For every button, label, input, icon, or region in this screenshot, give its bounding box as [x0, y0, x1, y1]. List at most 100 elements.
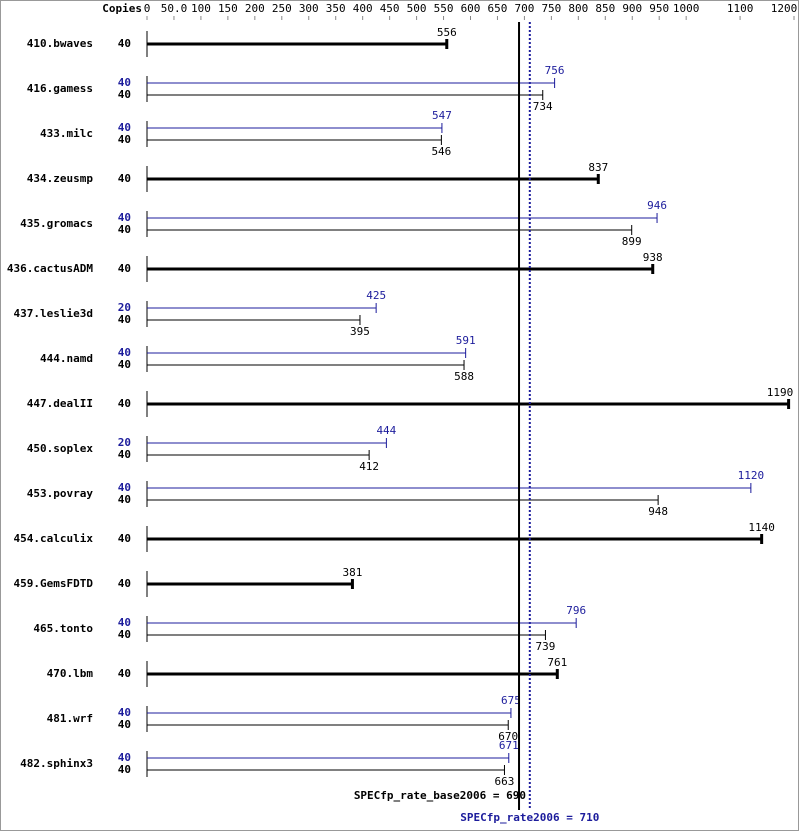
copies-label: 40 — [118, 121, 131, 134]
reference-label: SPECfp_rate_base2006 = 690 — [354, 789, 526, 802]
category-label: 444.namd — [40, 352, 93, 365]
category-label: 454.calculix — [14, 532, 94, 545]
copies-label: 40 — [118, 577, 131, 590]
x-tick-label: 1100 — [727, 2, 754, 15]
category-label: 416.gamess — [27, 82, 93, 95]
value-label: 946 — [647, 199, 667, 212]
category-label: 465.tonto — [33, 622, 93, 635]
x-tick-label: 800 — [568, 2, 588, 15]
bar — [147, 450, 370, 460]
bar — [147, 765, 505, 775]
value-label: 663 — [495, 775, 515, 788]
value-label: 381 — [342, 566, 362, 579]
copies-label: 40 — [118, 493, 131, 506]
reference-label-text: SPECfp_rate2006 = — [460, 811, 573, 824]
value-label: 899 — [622, 235, 642, 248]
copies-label: 40 — [118, 346, 131, 359]
value-label: 588 — [454, 370, 474, 383]
value-label: 1120 — [738, 469, 765, 482]
x-tick-label: 900 — [622, 2, 642, 15]
category-label: 434.zeusmp — [27, 172, 94, 185]
reference-label-text: SPECfp_rate_base2006 = — [354, 789, 500, 802]
category-label: 482.sphinx3 — [20, 757, 93, 770]
category-label: 433.milc — [40, 127, 93, 140]
bar — [147, 174, 600, 184]
copies-label: 40 — [118, 751, 131, 764]
x-tick-label: 600 — [461, 2, 481, 15]
copies-label: 40 — [118, 358, 131, 371]
copies-label: 40 — [118, 532, 131, 545]
x-tick-label: 0 — [144, 2, 151, 15]
bar — [147, 399, 791, 409]
value-label: 837 — [588, 161, 608, 174]
category-label: 470.lbm — [47, 667, 94, 680]
bar — [147, 39, 449, 49]
copies-label: 40 — [118, 628, 131, 641]
x-tick-label: 400 — [353, 2, 373, 15]
value-label: 948 — [648, 505, 668, 518]
copies-label: 40 — [118, 37, 131, 50]
bar — [147, 720, 509, 730]
x-tick-label: 1000 — [673, 2, 700, 15]
bar — [147, 483, 752, 493]
bar — [147, 78, 556, 88]
value-label: 671 — [499, 739, 519, 752]
bar — [147, 495, 659, 505]
bar — [147, 315, 361, 325]
category-label: 437.leslie3d — [14, 307, 93, 320]
reference-label-value: 690 — [506, 789, 526, 802]
value-label: 547 — [432, 109, 452, 122]
value-label: 670 — [498, 730, 518, 743]
bar — [147, 348, 467, 358]
copies-label: 40 — [118, 706, 131, 719]
value-label: 1190 — [767, 386, 794, 399]
copies-label: 20 — [118, 301, 131, 314]
copies-label: 40 — [118, 172, 131, 185]
x-tick-label: 150 — [218, 2, 238, 15]
value-label: 556 — [437, 26, 457, 39]
bar — [147, 123, 443, 133]
x-tick-label: 550 — [434, 2, 454, 15]
bar — [147, 753, 510, 763]
x-tick-label: 250 — [272, 2, 292, 15]
value-label: 425 — [366, 289, 386, 302]
x-tick-label: 650 — [488, 2, 508, 15]
bar — [147, 534, 764, 544]
category-label: 459.GemsFDTD — [14, 577, 94, 590]
x-tick-label: 100 — [191, 2, 211, 15]
category-label: 436.cactusADM — [7, 262, 93, 275]
category-label: 410.bwaves — [27, 37, 93, 50]
x-tick-label: 750 — [541, 2, 561, 15]
value-label: 734 — [533, 100, 553, 113]
category-label: 450.soplex — [27, 442, 94, 455]
copies-label: 40 — [118, 616, 131, 629]
x-tick-label: 700 — [514, 2, 534, 15]
bar — [147, 618, 577, 628]
bar — [147, 135, 442, 145]
reference-label: SPECfp_rate2006 = 710 — [460, 811, 599, 824]
bar — [147, 669, 559, 679]
copies-label: 40 — [118, 397, 131, 410]
x-tick-label: 200 — [245, 2, 265, 15]
bar — [147, 213, 658, 223]
copies-label: 40 — [118, 448, 131, 461]
bar — [147, 303, 377, 313]
bar — [147, 708, 512, 718]
x-tick-label: 50.0 — [161, 2, 188, 15]
x-tick-label: 500 — [407, 2, 427, 15]
value-label: 739 — [536, 640, 556, 653]
category-label: 453.povray — [27, 487, 94, 500]
copies-label: 40 — [118, 211, 131, 224]
value-label: 675 — [501, 694, 521, 707]
copies-header: Copies — [102, 2, 142, 15]
reference-label-value: 710 — [579, 811, 599, 824]
x-tick-label: 350 — [326, 2, 346, 15]
category-label: 447.dealII — [27, 397, 93, 410]
copies-label: 40 — [118, 223, 131, 236]
x-tick-label: 850 — [595, 2, 615, 15]
value-label: 546 — [431, 145, 451, 158]
x-tick-label: 950 — [649, 2, 669, 15]
value-label: 412 — [359, 460, 379, 473]
bar — [147, 360, 465, 370]
